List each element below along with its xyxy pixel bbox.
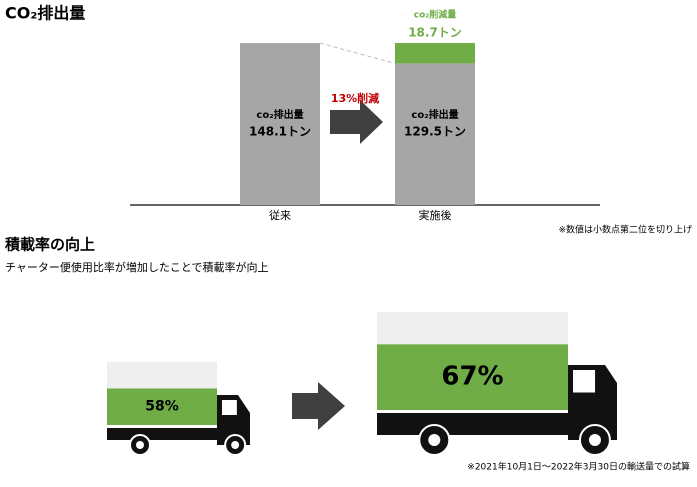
series-label: co₂排出量 <box>256 108 303 121</box>
hub <box>428 434 441 446</box>
hub <box>588 434 601 446</box>
connector <box>319 42 396 64</box>
value-label: 18.7トン <box>408 26 462 40</box>
section-title: 積載率の向上 <box>4 236 95 254</box>
series-label: co₂排出量 <box>411 108 458 121</box>
cab-window <box>222 400 237 415</box>
value-label: 67% <box>441 362 503 392</box>
x-tick-label: 従来 <box>269 209 291 222</box>
hub <box>136 441 144 449</box>
bar <box>240 43 320 205</box>
value-label: 58% <box>145 399 179 415</box>
value-label: 148.1トン <box>249 125 311 139</box>
value-label: 129.5トン <box>404 125 466 139</box>
footnote: ※数値は小数点第二位を切り上げ <box>558 224 692 236</box>
cab-window <box>573 370 596 393</box>
chart-title: CO₂排出量 <box>5 4 85 23</box>
chassis <box>107 428 217 440</box>
annotation: 13%削減 <box>331 91 379 105</box>
bar <box>395 42 475 64</box>
hub <box>231 441 240 449</box>
bar <box>395 63 475 206</box>
load-bar <box>107 388 217 425</box>
arrow <box>330 100 383 144</box>
load-bar <box>377 344 568 410</box>
subtitle: チャーター便使用比率が増加したことで積載率が向上 <box>5 260 269 274</box>
series-label: co₂削減量 <box>414 9 456 21</box>
chassis <box>377 413 568 435</box>
x-tick-label: 実施後 <box>419 208 452 222</box>
footnote: ※2021年10月1日～2022年3月30日の輸送量での試算 <box>467 461 690 473</box>
arrow <box>292 382 345 430</box>
